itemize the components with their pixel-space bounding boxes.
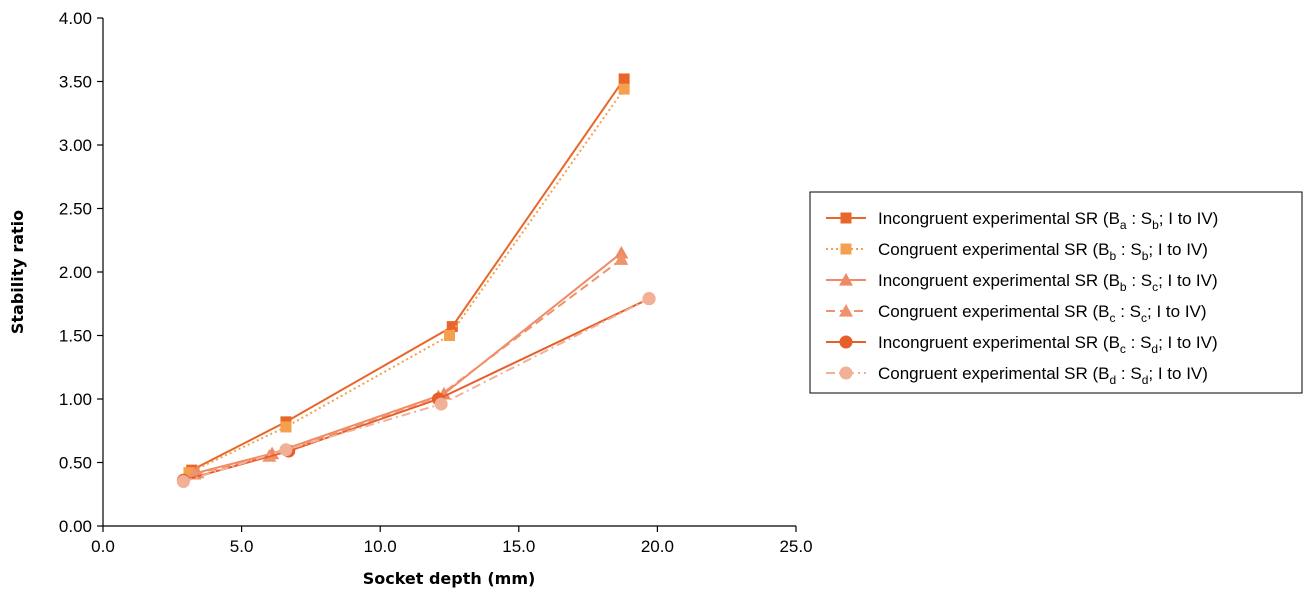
legend-label-part: : S bbox=[1127, 209, 1153, 228]
x-tick-group: 0.0 5.0 10.0 15.0 20.0 25.0 bbox=[91, 526, 813, 556]
series-layer bbox=[176, 73, 656, 489]
y-tick-label: 1.00 bbox=[59, 390, 92, 409]
axes bbox=[102, 18, 796, 527]
legend-label-part: : S bbox=[1126, 333, 1152, 352]
legend-subscript: c bbox=[1110, 311, 1116, 325]
legend-label-part: ; I to IV) bbox=[1158, 271, 1218, 290]
data-point bbox=[446, 321, 458, 333]
legend-label-part: ; I to IV) bbox=[1148, 240, 1208, 259]
series-line bbox=[188, 88, 625, 474]
data-point bbox=[176, 475, 190, 489]
y-tick-label: 3.00 bbox=[59, 136, 92, 155]
data-point bbox=[444, 330, 455, 341]
legend-label-part: : S bbox=[1116, 302, 1142, 321]
legend-marker bbox=[839, 273, 853, 286]
legend-box bbox=[809, 191, 1303, 394]
legend-label: Incongruent experimental SR (Bc : Sd; I … bbox=[878, 333, 1218, 356]
legend-subscript: b bbox=[1152, 218, 1159, 232]
y-tick-label: 3.50 bbox=[59, 73, 92, 92]
legend-label-part: Incongruent experimental SR (B bbox=[878, 333, 1120, 352]
series-5 bbox=[176, 292, 656, 487]
legend-label-part: Incongruent experimental SR (B bbox=[878, 209, 1120, 228]
legend-label-part: Congruent experimental SR (B bbox=[878, 240, 1110, 259]
y-tick-label: 0.50 bbox=[59, 454, 92, 473]
legend-marker bbox=[840, 243, 852, 255]
legend-label: Congruent experimental SR (Bd : Sd; I to… bbox=[878, 364, 1208, 387]
legend-subscript: d bbox=[1151, 342, 1158, 356]
x-tick-label: 5.0 bbox=[230, 537, 254, 556]
legend-label-part: ; I to IV) bbox=[1158, 333, 1218, 352]
legend-entry: Congruent experimental SR (Bb : Sb; I to… bbox=[826, 240, 1208, 263]
series-line bbox=[197, 252, 622, 474]
legend-marker bbox=[839, 304, 853, 317]
legend-subscript: b bbox=[1120, 280, 1127, 294]
x-tick-label: 10.0 bbox=[364, 537, 397, 556]
legend-entry: Incongruent experimental SR (Ba : Sb; I … bbox=[826, 209, 1218, 232]
y-tick-label: 1.50 bbox=[59, 327, 92, 346]
legend-label: Congruent experimental SR (Bb : Sb; I to… bbox=[878, 240, 1208, 263]
legend-subscript: b bbox=[1142, 249, 1149, 263]
x-tick-label: 15.0 bbox=[502, 537, 535, 556]
y-tick-group: 0.00 0.50 1.00 1.50 2.00 2.50 3.00 3.50 4.00 bbox=[59, 9, 103, 536]
legend-subscript: c bbox=[1141, 311, 1147, 325]
legend-marker bbox=[839, 335, 853, 349]
legend-label-part: : S bbox=[1116, 240, 1142, 259]
legend-label-part: ; I to IV) bbox=[1147, 302, 1207, 321]
legend-subscript: d bbox=[1142, 373, 1149, 387]
legend-label-part: Congruent experimental SR (B bbox=[878, 364, 1110, 383]
data-point bbox=[183, 467, 195, 479]
legend-label-part: Congruent experimental SR (B bbox=[878, 302, 1110, 321]
data-point bbox=[614, 252, 629, 265]
series-4 bbox=[187, 252, 629, 480]
legend-subscript: a bbox=[1120, 218, 1127, 232]
x-tick-label: 25.0 bbox=[779, 537, 812, 556]
x-tick-label: 0.0 bbox=[91, 537, 115, 556]
legend-entry: Congruent experimental SR (Bd : Sd; I to… bbox=[826, 364, 1208, 387]
series-6 bbox=[176, 292, 656, 489]
legend-label: Congruent experimental SR (Bc : Sc; I to… bbox=[878, 302, 1207, 325]
legend-label-part: Incongruent experimental SR (B bbox=[878, 271, 1120, 290]
legend-label: Incongruent experimental SR (Ba : Sb; I … bbox=[878, 209, 1218, 232]
y-tick-label: 0.00 bbox=[59, 517, 92, 536]
data-point bbox=[618, 83, 630, 95]
data-point bbox=[642, 292, 656, 306]
series-2 bbox=[183, 83, 630, 479]
legend-subscript: c bbox=[1152, 280, 1158, 294]
legend-marker bbox=[839, 366, 853, 380]
series-1 bbox=[186, 73, 630, 476]
series-line bbox=[191, 78, 625, 472]
x-axis-title: Socket depth (mm) bbox=[363, 569, 536, 588]
series-line bbox=[194, 258, 622, 475]
legend-label-part: ; I to IV) bbox=[1159, 209, 1219, 228]
series-line bbox=[183, 297, 650, 483]
data-point bbox=[280, 421, 292, 433]
series-3 bbox=[190, 245, 629, 479]
legend-subscript: d bbox=[1110, 373, 1117, 387]
data-point bbox=[614, 245, 629, 259]
y-tick-label: 4.00 bbox=[59, 9, 92, 28]
legend-entry: Incongruent experimental SR (Bb : Sc; I … bbox=[826, 271, 1218, 294]
y-axis-title: Stability ratio bbox=[8, 210, 27, 334]
y-tick-label: 2.50 bbox=[59, 200, 92, 219]
data-point bbox=[279, 443, 293, 457]
legend-label-part: : S bbox=[1127, 271, 1153, 290]
legend-label: Incongruent experimental SR (Bb : Sc; I … bbox=[878, 271, 1218, 294]
legend-label-part: ; I to IV) bbox=[1148, 364, 1208, 383]
legend: Incongruent experimental SR (Ba : Sb; I … bbox=[809, 191, 1303, 394]
x-tick-label: 20.0 bbox=[641, 537, 674, 556]
data-point bbox=[434, 397, 448, 411]
series-line bbox=[183, 297, 650, 482]
y-tick-label: 2.00 bbox=[59, 263, 92, 282]
legend-subscript: b bbox=[1110, 249, 1117, 263]
legend-entry: Congruent experimental SR (Bc : Sc; I to… bbox=[826, 302, 1207, 325]
legend-label-part: : S bbox=[1116, 364, 1142, 383]
legend-subscript: c bbox=[1120, 342, 1126, 356]
legend-entry: Incongruent experimental SR (Bc : Sd; I … bbox=[826, 333, 1218, 356]
legend-marker bbox=[840, 212, 852, 224]
data-point bbox=[618, 73, 630, 85]
